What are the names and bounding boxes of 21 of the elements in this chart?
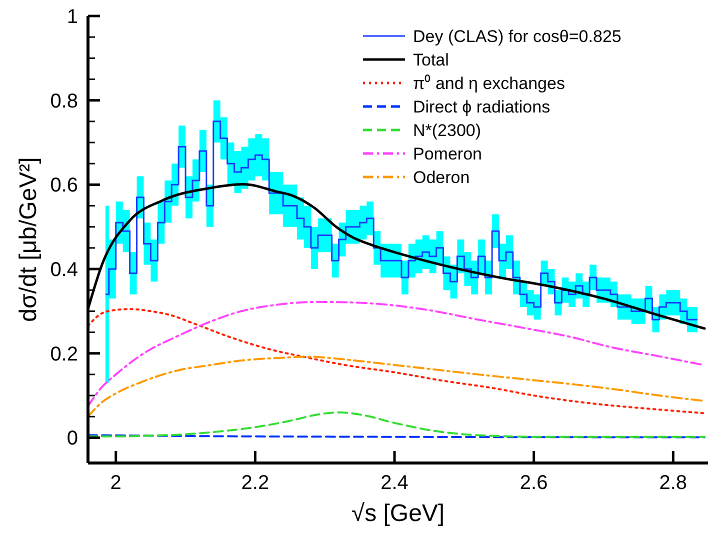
legend-label: Pomeron [413, 144, 482, 164]
x-tick-label: 2.4 [380, 472, 408, 494]
y-tick-label: 0.6 [50, 174, 78, 197]
y-tick-label: 0.2 [50, 343, 78, 366]
legend-label: Dey (CLAS) for cosθ=0.825 [413, 26, 622, 46]
x-tick-label: 2.2 [241, 472, 270, 494]
legend-label: Oderon [413, 168, 470, 187]
line-series [88, 411, 706, 438]
x-tick-label: 2.8 [659, 472, 688, 494]
legend-label: N*(2300) [413, 120, 482, 140]
x-tick-label: 2.6 [520, 472, 548, 494]
y-tick-label: 0.8 [50, 90, 78, 112]
x-tick-label: 2 [110, 472, 122, 494]
legend-label: π⁰ and η exchanges [413, 74, 565, 93]
legend-label: Total [413, 50, 449, 70]
y-tick-label: 1 [66, 6, 78, 28]
y-axis-title: dσ/dt [μb/GeV²] [15, 157, 42, 322]
y-tick-label: 0.4 [50, 259, 78, 282]
x-axis-title: √s [GeV] [351, 500, 445, 527]
legend-label: Direct ϕ radiations [413, 97, 550, 116]
y-tick-label: 0 [66, 428, 78, 450]
